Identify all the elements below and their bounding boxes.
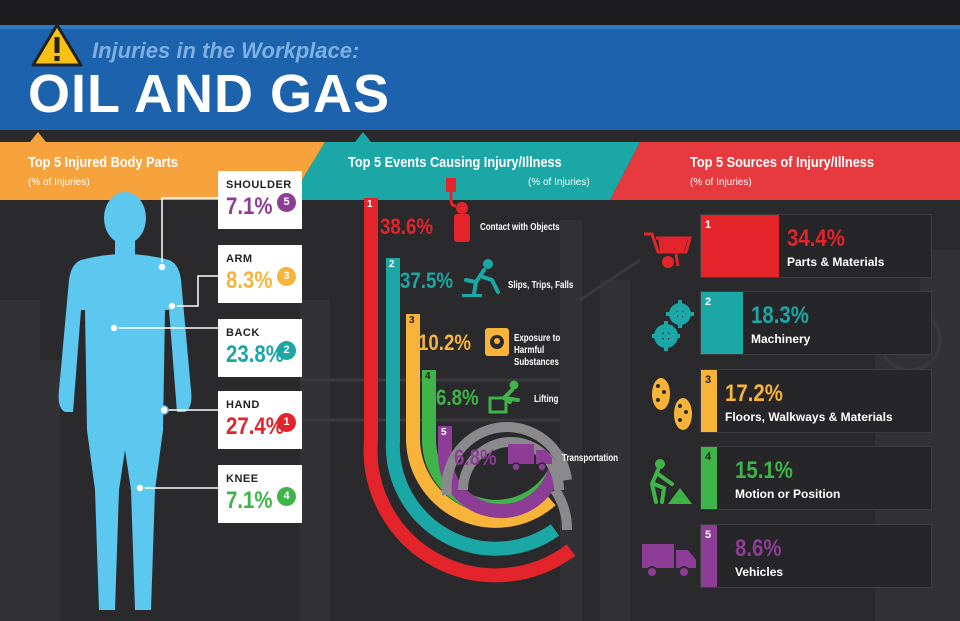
sources-unit: (% of Injuries) [690,177,752,188]
source-card-machinery: 2 18.3% Machinery [700,291,932,355]
source-share-bar [701,525,717,587]
event-rank-2: 2 [389,259,395,270]
body-part-card-arm: ARM 8.3% 3 [218,245,302,303]
source-card-parts-materials: 1 34.4% Parts & Materials [700,214,932,278]
body-part-card-hand: HAND 27.4% 1 [218,391,302,449]
source-rank: 3 [705,374,712,386]
source-label: Motion or Position [735,487,841,501]
event-value-5: 6.8% [454,445,497,470]
rank-badge: 5 [277,193,296,212]
source-share-bar [701,370,717,432]
source-value: 17.2% [725,380,783,407]
source-label: Floors, Walkways & Materials [725,410,893,424]
title-banner [0,25,960,130]
source-value: 8.6% [735,535,782,562]
body-part-label: BACK [226,327,260,339]
page-title: OIL AND GAS [28,64,391,124]
source-share-bar [701,215,779,277]
worker-shovel-icon [649,459,692,504]
lifting-person-icon [488,380,520,414]
body-part-value: 27.4% [226,413,284,440]
hazard-barrel-icon [485,328,509,356]
source-value: 15.1% [735,457,793,484]
event-label-1: Contact with Objects [480,222,560,233]
rank-badge: 4 [277,487,296,506]
body-part-label: SHOULDER [226,179,292,191]
source-share-bar [701,292,743,354]
event-label-4: Lifting [534,394,559,405]
events-u-bars [363,198,576,583]
source-share-bar [701,447,717,509]
gears-icon [652,300,694,351]
event-rank-3: 3 [409,315,415,326]
source-card-floors: 3 17.2% Floors, Walkways & Materials [700,369,932,433]
body-part-value: 23.8% [226,341,284,368]
body-part-card-shoulder: SHOULDER 7.1% 5 [218,171,302,229]
event-value-3: 10.2% [418,330,472,355]
footprints-icon [652,378,692,430]
body-part-value: 7.1% [226,487,273,514]
body-parts-unit: (% of Injuries) [28,177,90,188]
human-body-figure [58,192,192,610]
rank-badge: 3 [277,267,296,286]
source-rank: 4 [705,451,712,463]
event-value-1: 38.6% [380,214,434,239]
body-part-connectors [109,197,218,493]
title-banner-highlight [0,25,960,29]
page-subtitle: Injuries in the Workplace: [92,38,360,63]
events-unit: (% of Injuries) [528,177,590,188]
body-part-card-back: BACK 23.8% 2 [218,319,302,377]
source-rank: 5 [705,529,712,541]
section-banners [0,132,960,200]
body-part-label: ARM [226,253,253,265]
rank-badge: 2 [277,341,296,360]
event-value-2: 37.5% [400,268,454,293]
event-rank-5: 5 [441,427,447,438]
source-rank: 1 [705,219,712,231]
source-label: Parts & Materials [787,255,885,269]
source-value: 34.4% [787,225,845,252]
falling-person-icon [462,259,500,297]
event-rank-1: 1 [367,199,373,210]
event-value-4: 6.8% [436,385,479,410]
source-value: 18.3% [751,302,809,329]
body-part-label: KNEE [226,473,259,485]
warning-icon [31,23,83,67]
body-part-value: 8.3% [226,267,273,294]
event-label-5: Transportation [562,453,619,464]
truck-icon [508,444,552,472]
hook-icon [446,178,470,242]
event-label-3: Exposure to Harmful Substances [514,333,561,368]
source-card-vehicles: 5 8.6% Vehicles [700,524,932,588]
event-label-2: Slips, Trips, Falls [508,280,574,291]
wheelbarrow-icon [644,232,692,268]
vehicles-truck-icon [642,544,696,578]
source-label: Vehicles [735,565,784,579]
body-parts-title: Top 5 Injured Body Parts [28,154,178,171]
body-part-label: HAND [226,399,260,411]
source-card-motion: 4 15.1% Motion or Position [700,446,932,510]
body-part-value: 7.1% [226,193,273,220]
body-part-card-knee: KNEE 7.1% 4 [218,465,302,523]
events-title: Top 5 Events Causing Injury/Illness [348,154,562,171]
rank-badge: 1 [277,413,296,432]
source-rank: 2 [705,296,712,308]
event-rank-4: 4 [425,371,431,382]
source-label: Machinery [751,332,811,346]
sources-title: Top 5 Sources of Injury/Illness [690,154,874,171]
